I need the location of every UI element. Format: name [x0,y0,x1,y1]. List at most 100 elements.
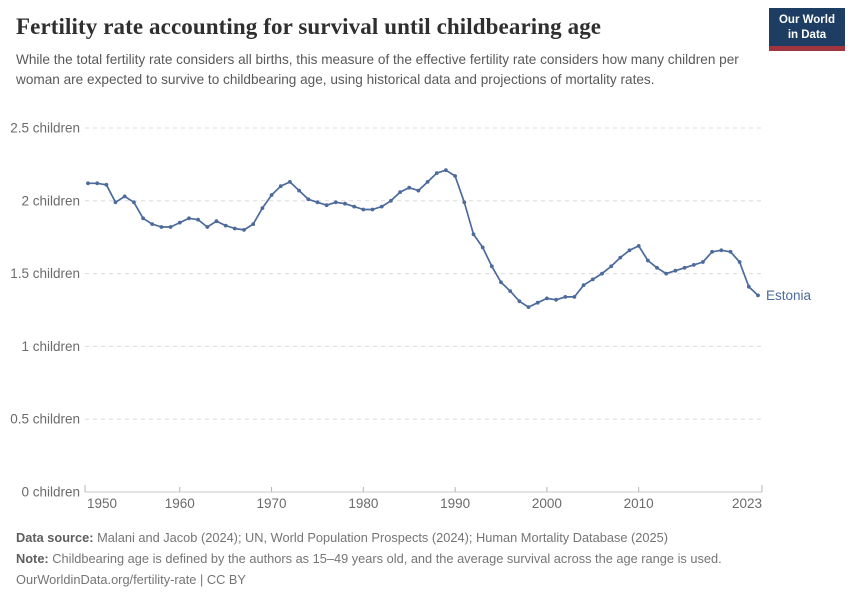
data-point[interactable] [95,181,100,186]
data-point[interactable] [159,225,164,229]
data-point[interactable] [453,174,457,178]
data-point[interactable] [278,184,283,189]
chart-footer: Data source: Malani and Jacob (2024); UN… [16,527,836,590]
data-point[interactable] [434,171,439,176]
data-point[interactable] [297,188,301,193]
data-point[interactable] [425,180,430,184]
data-source-line: Data source: Malani and Jacob (2024); UN… [16,527,836,548]
data-point[interactable] [352,204,357,209]
data-point[interactable] [288,180,292,184]
data-point[interactable] [489,264,494,269]
data-line[interactable] [88,169,759,308]
data-point[interactable] [655,265,659,270]
data-point[interactable] [196,217,201,222]
data-point[interactable] [141,216,146,221]
data-point[interactable] [545,296,549,301]
y-axis-label: 0.5 children [10,412,80,427]
data-point[interactable] [104,182,109,187]
data-point[interactable] [122,194,127,199]
series-estonia[interactable]: Estonia [86,168,812,309]
data-point[interactable] [389,198,393,203]
data-point[interactable] [673,268,678,273]
data-point[interactable] [232,226,237,231]
data-point[interactable] [306,197,311,202]
x-axis-label: 1960 [165,496,195,511]
data-source-label: Data source: [16,530,94,545]
data-point[interactable] [315,200,320,205]
data-point[interactable] [572,295,577,299]
data-point[interactable] [627,248,632,253]
data-point[interactable] [535,300,540,305]
data-point[interactable] [719,248,724,253]
data-point[interactable] [554,297,558,302]
data-point[interactable] [646,258,650,263]
data-point[interactable] [517,299,522,304]
owid-logo-stripe [769,46,845,52]
data-point[interactable] [86,181,90,186]
data-point[interactable] [600,271,604,276]
owid-logo[interactable]: Our World in Data [769,8,845,52]
data-point[interactable] [343,201,347,206]
data-point[interactable] [701,260,705,264]
data-point[interactable] [398,190,402,195]
data-point[interactable] [223,223,228,228]
data-point[interactable] [379,204,384,209]
x-axis-label: 2023 [732,496,762,511]
data-point[interactable] [499,280,503,285]
chart-subtitle: While the total fertility rate considers… [16,52,739,87]
data-point[interactable] [269,193,274,197]
data-point[interactable] [664,271,669,276]
data-point[interactable] [462,200,467,205]
data-point[interactable] [251,222,256,227]
data-point[interactable] [746,284,751,289]
data-point[interactable] [416,188,421,193]
data-point[interactable] [242,228,246,232]
citation-link[interactable]: OurWorldinData.org/fertility-rate | CC B… [16,572,246,587]
owid-logo-text: Our World in Data [769,8,845,47]
data-point[interactable] [407,185,412,190]
x-axis-label: 1980 [348,496,378,511]
note-label: Note: [16,551,49,566]
data-point[interactable] [444,168,448,173]
data-point[interactable] [526,305,531,309]
x-axis-label: 2000 [532,496,562,511]
data-point[interactable] [324,203,329,208]
data-point[interactable] [333,200,338,205]
data-point[interactable] [361,207,366,212]
data-point[interactable] [728,249,733,254]
data-point[interactable] [471,232,476,237]
data-point[interactable] [581,283,586,288]
series-label-estonia[interactable]: Estonia [766,288,812,303]
citation-line: OurWorldinData.org/fertility-rate | CC B… [16,569,836,590]
y-axis-label: 1 children [21,339,80,354]
data-point[interactable] [370,207,375,212]
page-title: Fertility rate accounting for survival u… [16,14,602,39]
data-point[interactable] [132,200,136,205]
y-axis-label: 2.5 children [10,121,80,136]
data-point[interactable] [563,295,568,299]
data-point[interactable] [590,277,595,282]
data-point[interactable] [691,263,696,267]
data-point[interactable] [609,264,614,269]
data-point[interactable] [756,293,760,298]
data-point[interactable] [168,225,173,229]
data-point[interactable] [480,245,485,250]
data-point[interactable] [260,206,265,211]
note-text: Childbearing age is defined by the autho… [52,551,722,566]
data-point[interactable] [737,260,742,264]
data-point[interactable] [710,249,714,254]
data-point[interactable] [150,222,155,227]
x-axis-label: 1950 [87,496,117,511]
data-point[interactable] [682,265,687,270]
data-point[interactable] [187,216,191,221]
data-point[interactable] [177,220,182,225]
data-point[interactable] [113,200,118,205]
data-point[interactable] [636,244,641,248]
data-point[interactable] [618,255,623,260]
data-point[interactable] [214,219,219,224]
x-axis-label: 1990 [440,496,470,511]
data-point[interactable] [205,225,210,229]
y-axis-label: 1.5 children [10,266,80,281]
data-point[interactable] [508,289,513,293]
